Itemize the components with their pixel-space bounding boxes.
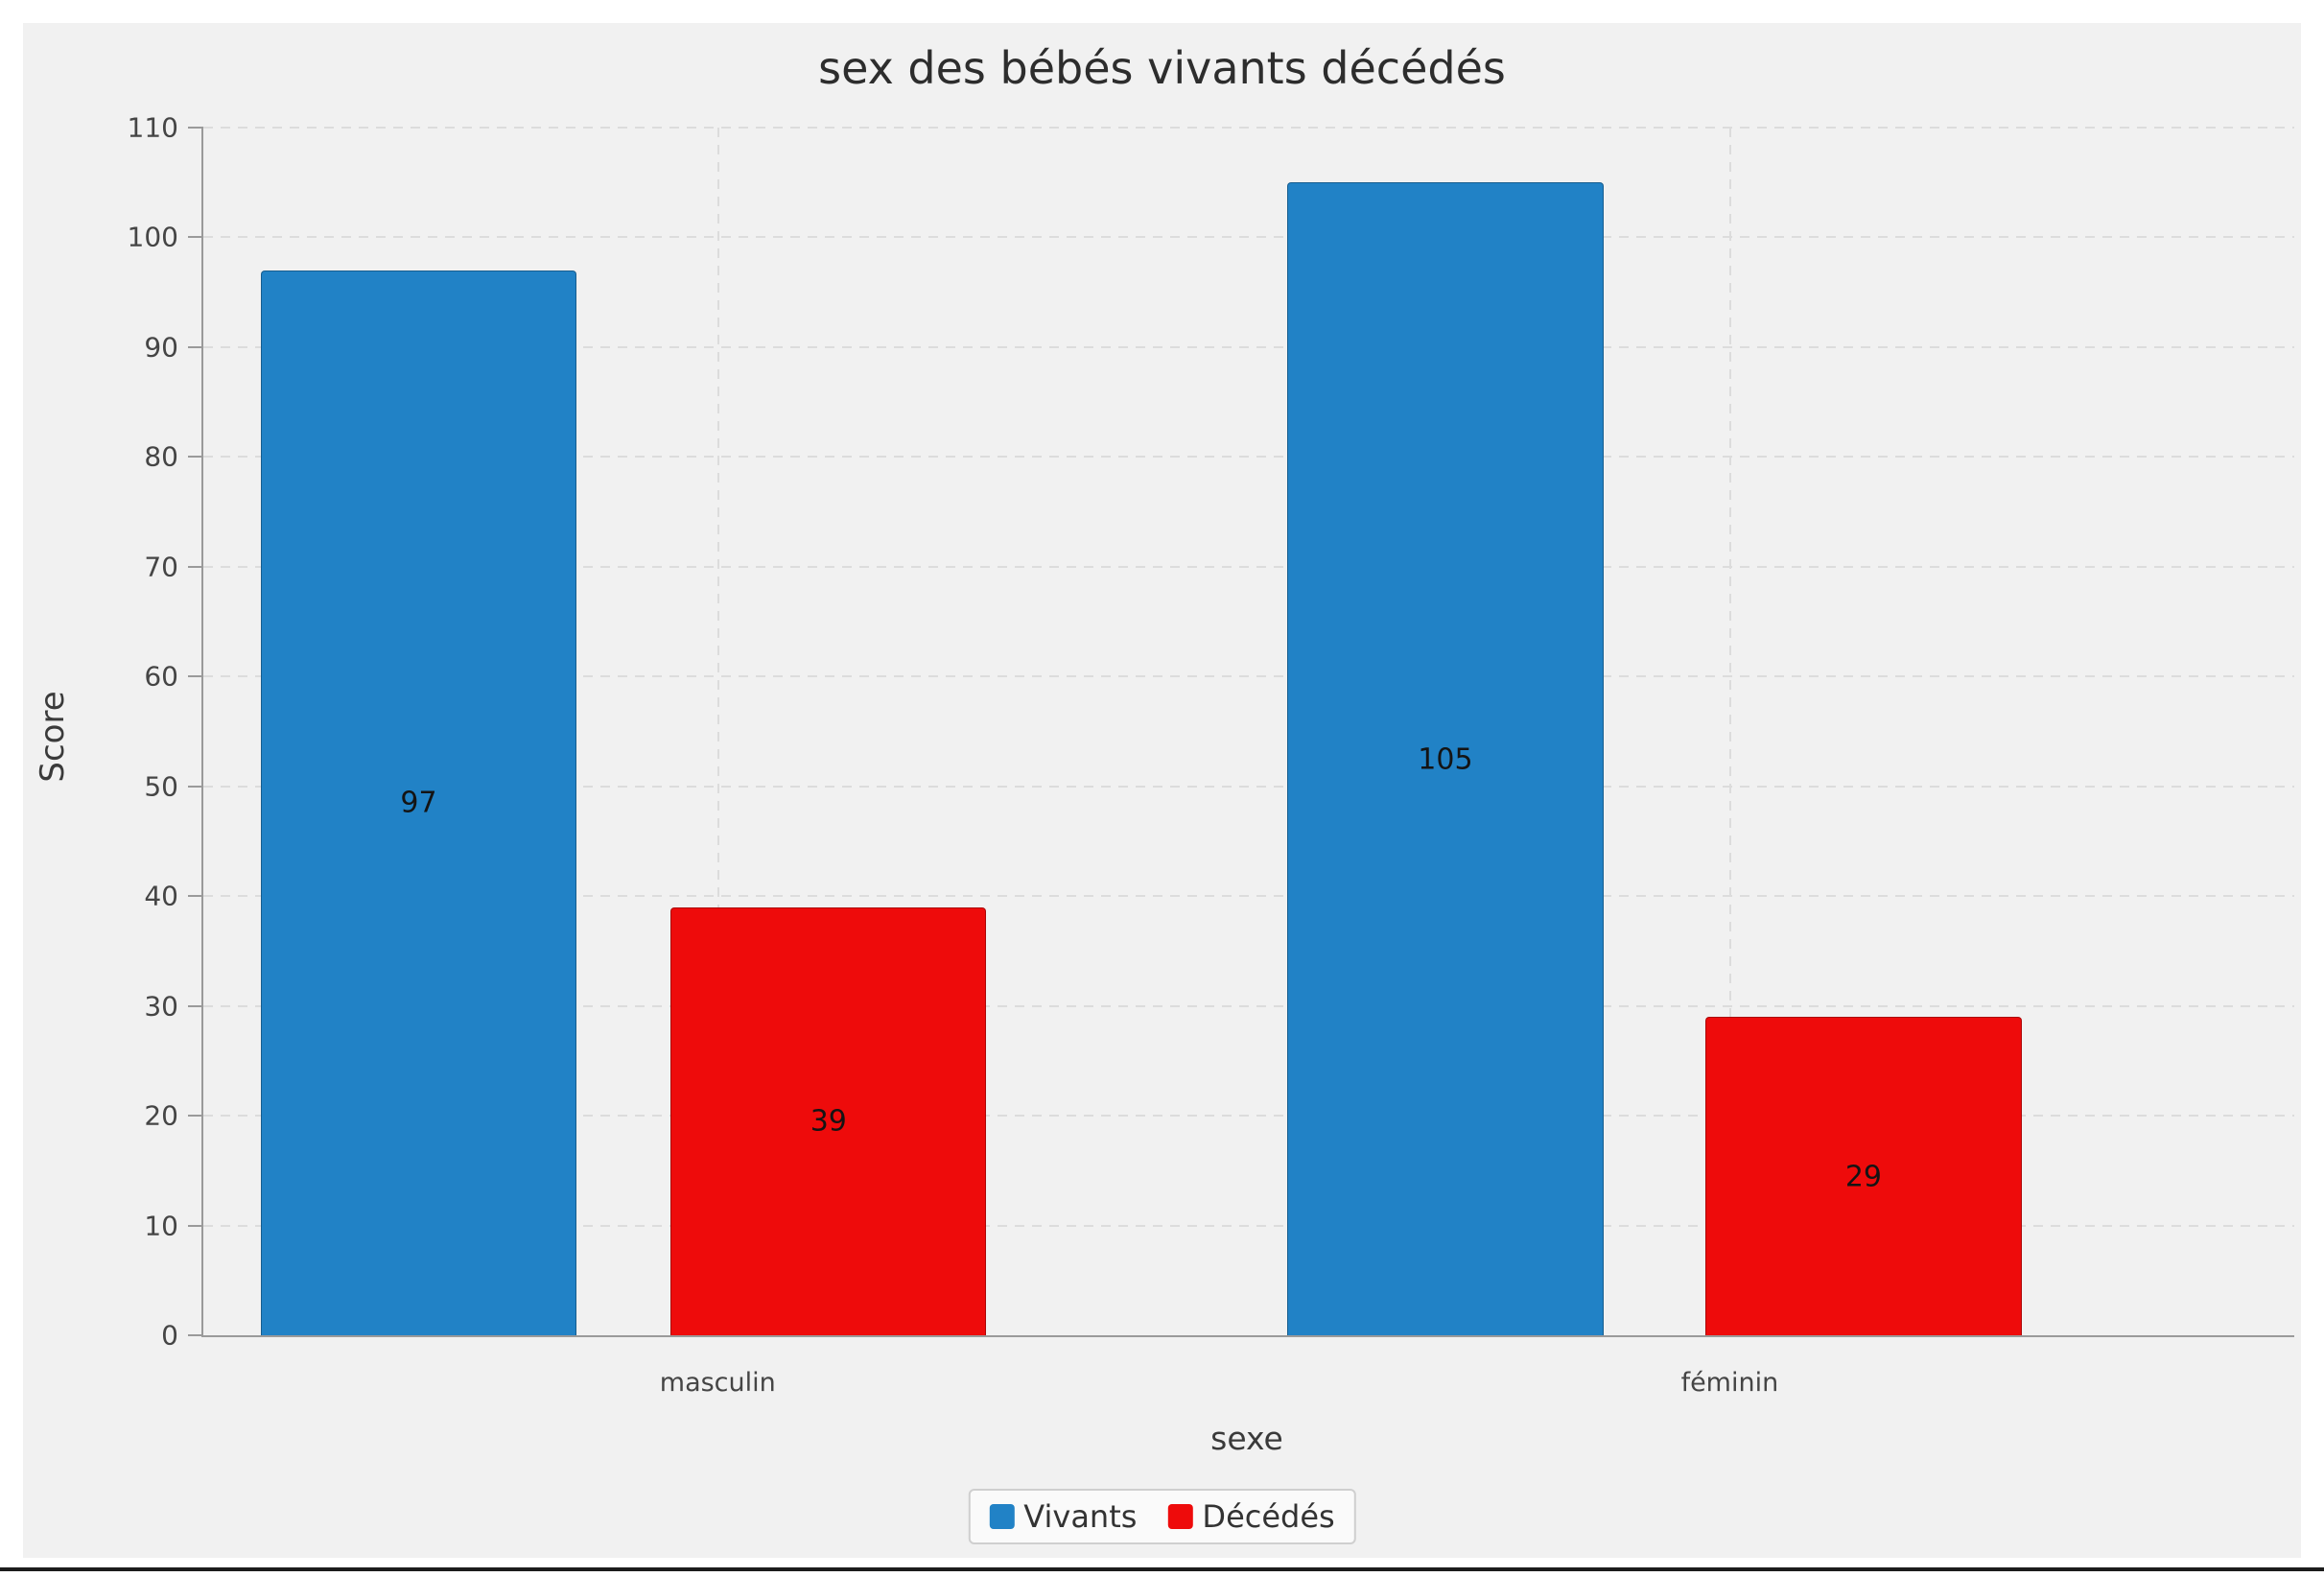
legend-item-decedes: Décédés	[1167, 1498, 1335, 1535]
y-gridline	[203, 1004, 2294, 1007]
y-tick-mark	[188, 895, 203, 898]
y-gridline	[203, 127, 2294, 129]
y-tick-mark	[188, 1004, 203, 1007]
y-axis-label: Score	[34, 691, 72, 783]
y-gridline	[203, 565, 2294, 568]
y-gridline	[203, 785, 2294, 788]
bar-value-label: 39	[810, 1104, 847, 1139]
y-tick-label: 60	[144, 660, 178, 693]
y-tick-mark	[188, 345, 203, 348]
y-gridline	[203, 236, 2294, 239]
legend: Vivants Décédés	[968, 1489, 1356, 1544]
y-gridline	[203, 895, 2294, 898]
y-gridline	[203, 345, 2294, 348]
y-gridline	[203, 1115, 2294, 1118]
plot-area: 0 10 20 30 40 50 60 70 80 90 100 110 masculin féminin…	[128, 112, 2294, 1398]
legend-swatch-decedes	[1167, 1504, 1193, 1529]
bar-decedes-masculin: 39	[670, 906, 987, 1335]
bar-vivants-masculin: 97	[260, 270, 577, 1335]
bar-decedes-feminin: 29	[1705, 1017, 2022, 1335]
x-axis-label: sexe	[1210, 1420, 1283, 1457]
y-tick-label: 20	[144, 1099, 178, 1132]
y-gridline	[203, 456, 2294, 459]
bar-value-label: 97	[400, 786, 437, 820]
x-gridline	[1729, 128, 1732, 1335]
y-tick-label: 70	[144, 551, 178, 583]
legend-label: Décédés	[1202, 1498, 1335, 1535]
y-tick-label: 110	[127, 111, 178, 144]
y-tick-mark	[188, 785, 203, 788]
legend-swatch-vivants	[989, 1504, 1015, 1529]
window-bottom-edge	[0, 1567, 2324, 1571]
y-tick-label: 40	[144, 880, 178, 912]
y-tick-label: 100	[127, 221, 178, 253]
legend-label: Vivants	[1023, 1498, 1138, 1535]
legend-item-vivants: Vivants	[989, 1498, 1137, 1535]
y-gridline	[203, 675, 2294, 678]
y-tick-mark	[188, 236, 203, 239]
x-gridline	[717, 128, 720, 1335]
y-tick-mark	[188, 565, 203, 568]
y-tick-label: 0	[161, 1319, 178, 1352]
y-tick-mark	[188, 456, 203, 459]
y-tick-mark	[188, 1224, 203, 1227]
y-tick-label: 90	[144, 331, 178, 364]
y-tick-label: 10	[144, 1210, 178, 1242]
y-tick-label: 80	[144, 440, 178, 473]
bar-value-label: 105	[1418, 742, 1473, 777]
y-tick-mark	[188, 1334, 203, 1336]
bar-value-label: 29	[1844, 1160, 1882, 1194]
y-tick-mark	[188, 675, 203, 678]
y-tick-label: 30	[144, 990, 178, 1023]
x-tick-label: féminin	[1680, 1368, 1779, 1398]
y-tick-mark	[188, 127, 203, 129]
y-gridline	[203, 1224, 2294, 1227]
chart-title: sex des bébés vivants décédés	[818, 42, 1506, 94]
x-tick-label: masculin	[659, 1368, 776, 1398]
bar-vivants-feminin: 105	[1287, 182, 1604, 1335]
y-tick-label: 50	[144, 770, 178, 803]
y-tick-mark	[188, 1115, 203, 1118]
